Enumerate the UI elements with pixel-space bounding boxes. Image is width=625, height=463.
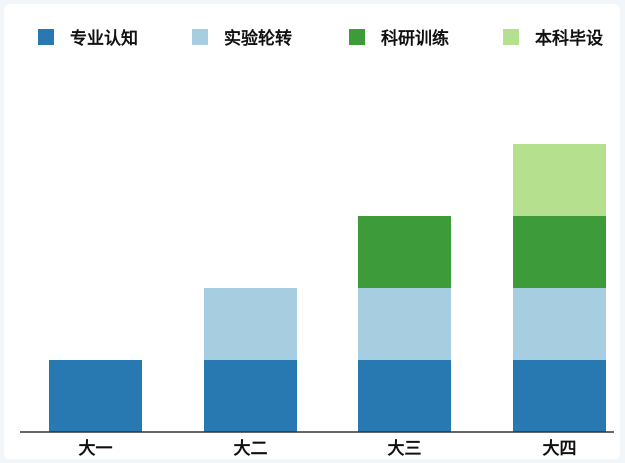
legend-swatch-2 [192,29,208,45]
x-tick-labels: 大一 大二 大三 大四 [79,438,577,459]
bar-segment-2-2 [204,288,297,360]
legend-swatch-4 [503,29,519,45]
bar-segment-1-1 [49,360,142,432]
legend-label-3: 科研训练 [381,28,449,49]
bar-segment-4-1 [513,360,606,432]
x-tick-label-3: 大三 [388,438,422,459]
x-tick-label-4: 大四 [543,438,577,459]
bar-segment-4-4 [513,144,606,216]
legend-label-2: 实验轮转 [224,28,292,49]
legend-label-4: 本科毕设 [535,28,603,49]
legend-label-1: 专业认知 [70,28,138,49]
bar-segment-4-2 [513,288,606,360]
bar-segment-3-1 [358,360,451,432]
bar-segment-2-1 [204,360,297,432]
bar-segment-3-3 [358,216,451,288]
x-tick-label-2: 大二 [234,438,268,459]
legend-swatch-1 [38,29,54,45]
x-tick-label-1: 大一 [79,438,113,459]
bar-segment-4-3 [513,216,606,288]
bar-segment-3-2 [358,288,451,360]
legend: 专业认知 实验轮转 科研训练 本科毕设 [38,28,603,49]
bars [49,144,606,432]
legend-swatch-3 [349,29,365,45]
